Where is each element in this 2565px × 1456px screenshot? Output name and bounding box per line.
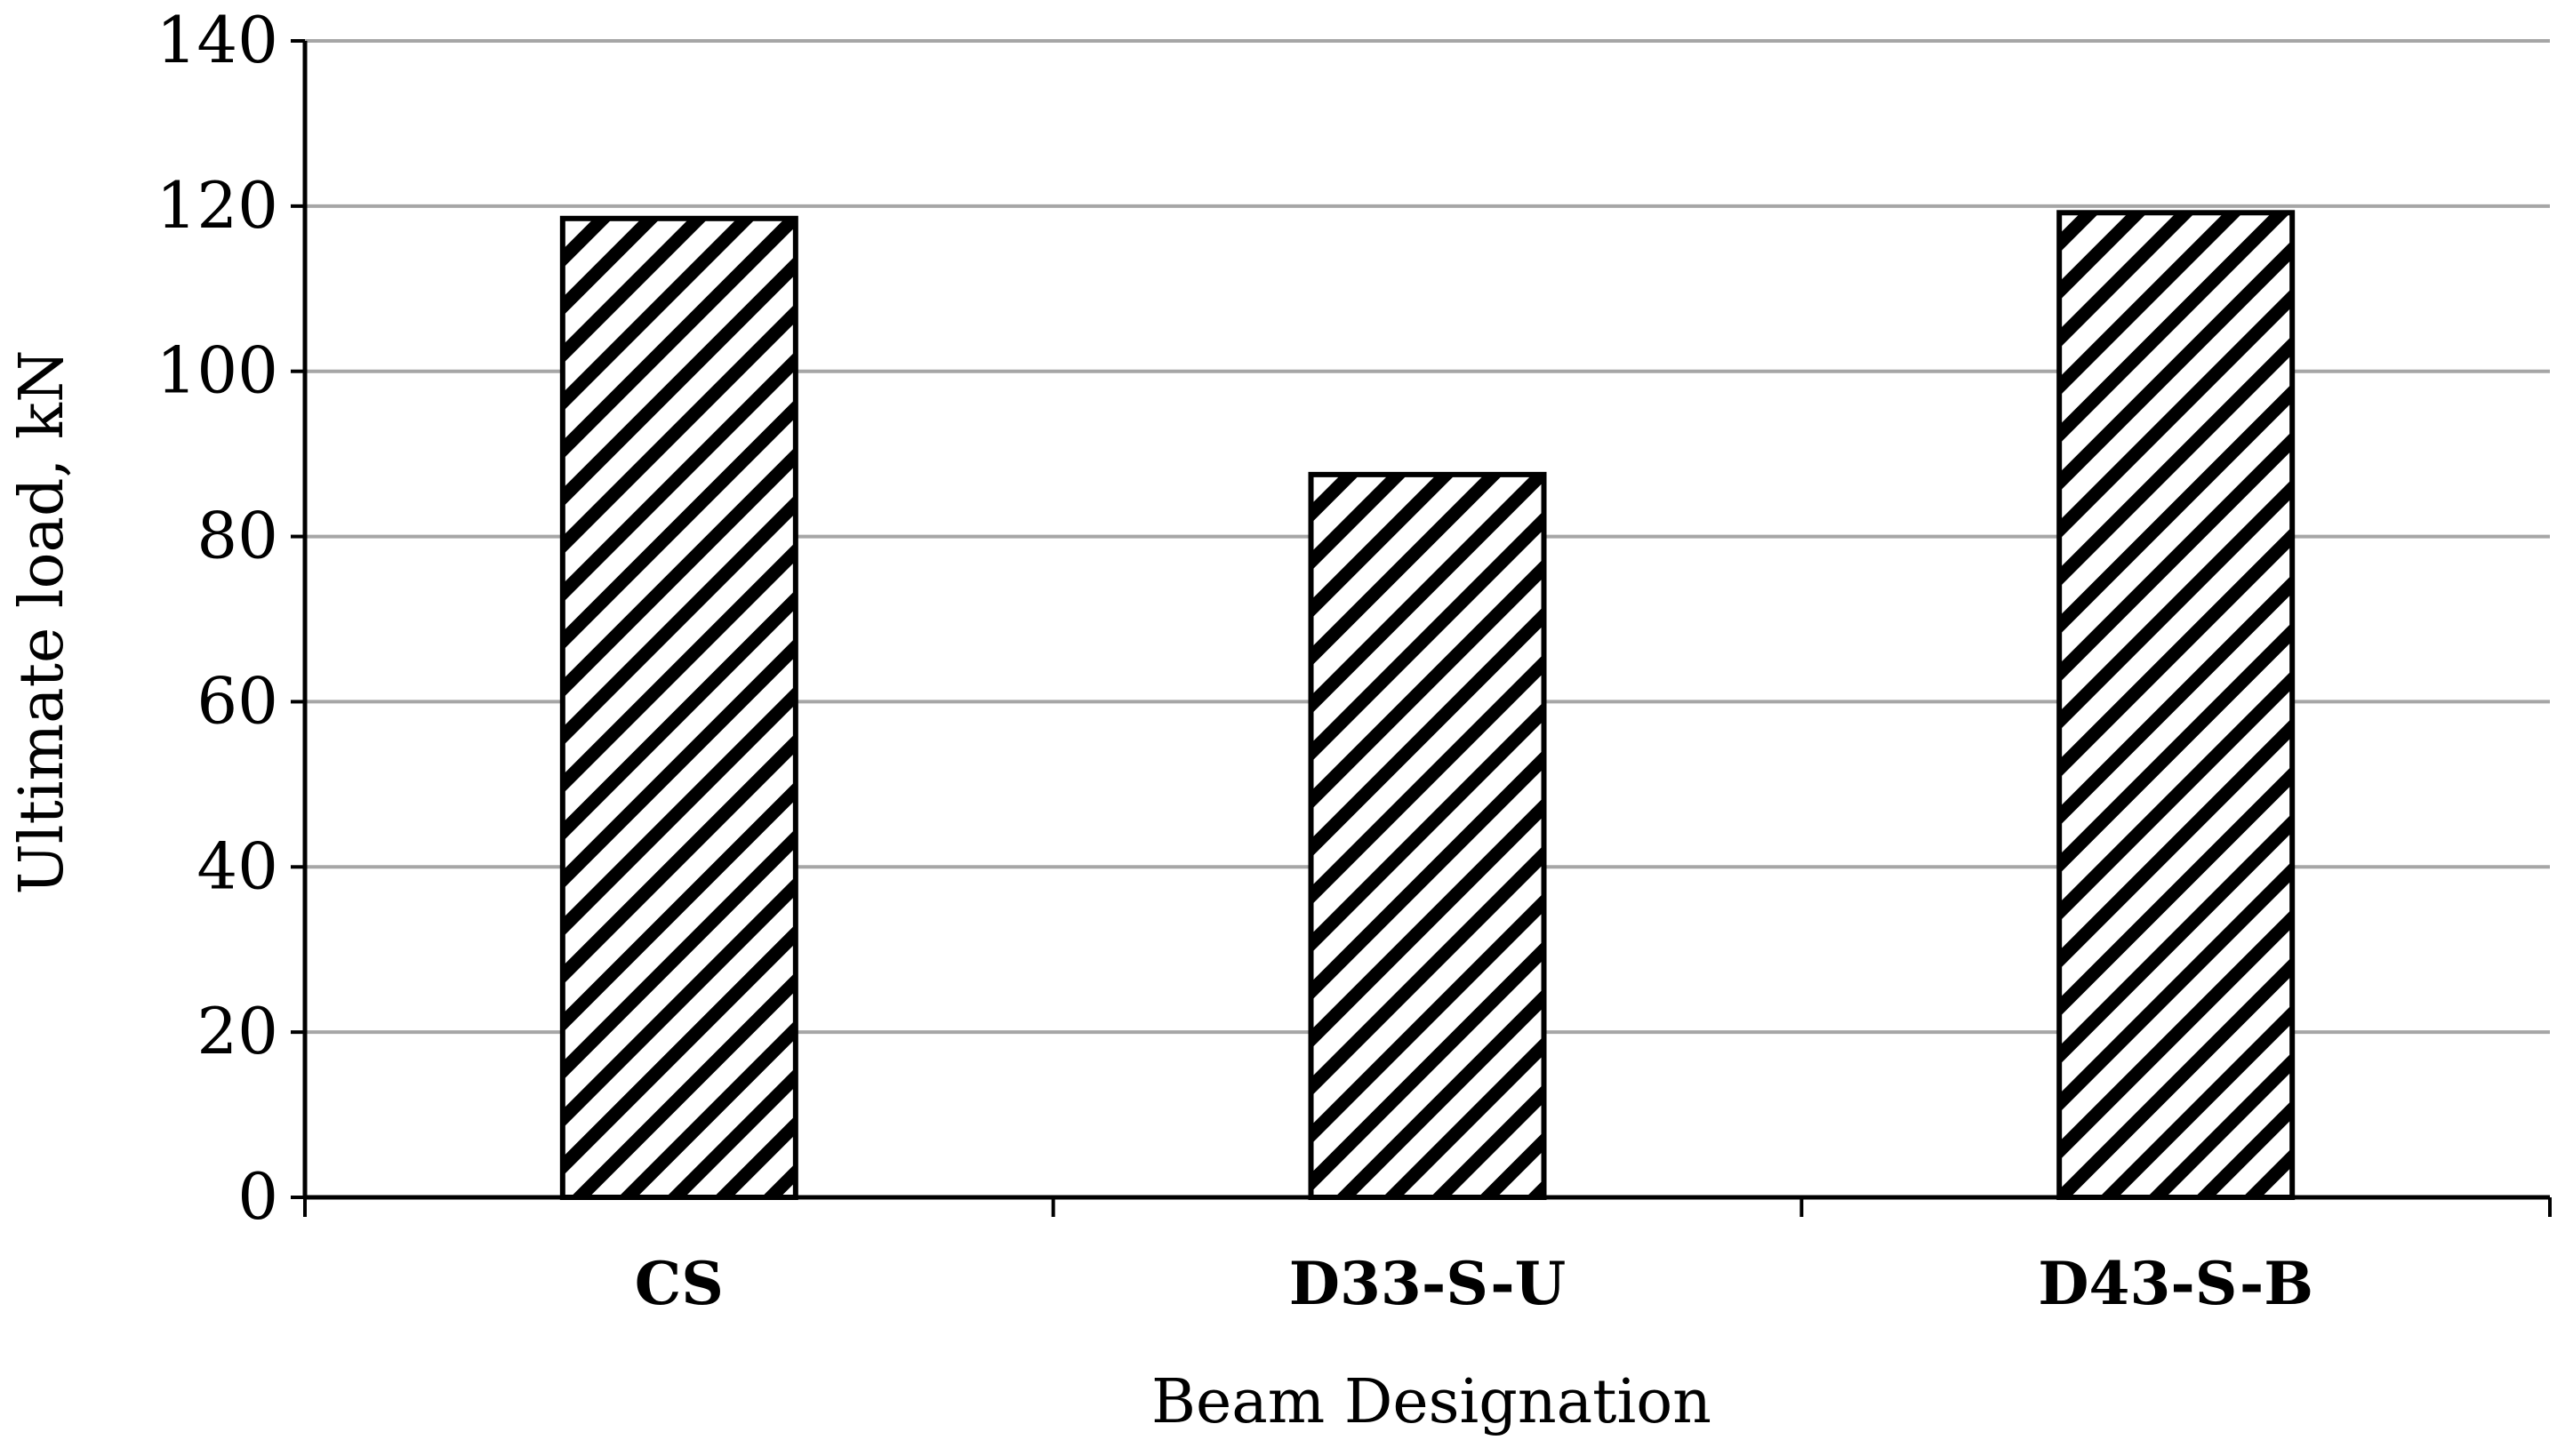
bar-D33-S-U xyxy=(1308,471,1547,1200)
y-tick-label-40: 40 xyxy=(196,828,278,903)
y-axis-title: Ultimate load, kN xyxy=(7,349,77,894)
bar-CS xyxy=(559,215,798,1201)
bar-D43-S-B xyxy=(2056,210,2296,1201)
y-tick-label-140: 140 xyxy=(156,3,278,77)
x-tick-label-D33-S-U: D33-S-U xyxy=(1289,1249,1567,1318)
y-tick-label-0: 0 xyxy=(237,1159,278,1234)
x-tick-label-CS: CS xyxy=(635,1249,724,1318)
bars xyxy=(559,210,2296,1201)
x-tick-label-D43-S-B: D43-S-B xyxy=(2038,1249,2313,1318)
axes xyxy=(291,39,2552,1217)
labels: 0 20 40 60 80 100 120 140 CS D33-S-U D43-S-B xyxy=(156,3,2313,1318)
y-tick-label-60: 60 xyxy=(196,663,278,738)
y-tick-label-120: 120 xyxy=(156,168,278,243)
y-tick-label-80: 80 xyxy=(196,499,278,573)
x-axis-title: Beam Designation xyxy=(1151,1367,1711,1437)
y-tick-label-20: 20 xyxy=(196,994,278,1068)
y-tick-label-100: 100 xyxy=(156,333,278,408)
